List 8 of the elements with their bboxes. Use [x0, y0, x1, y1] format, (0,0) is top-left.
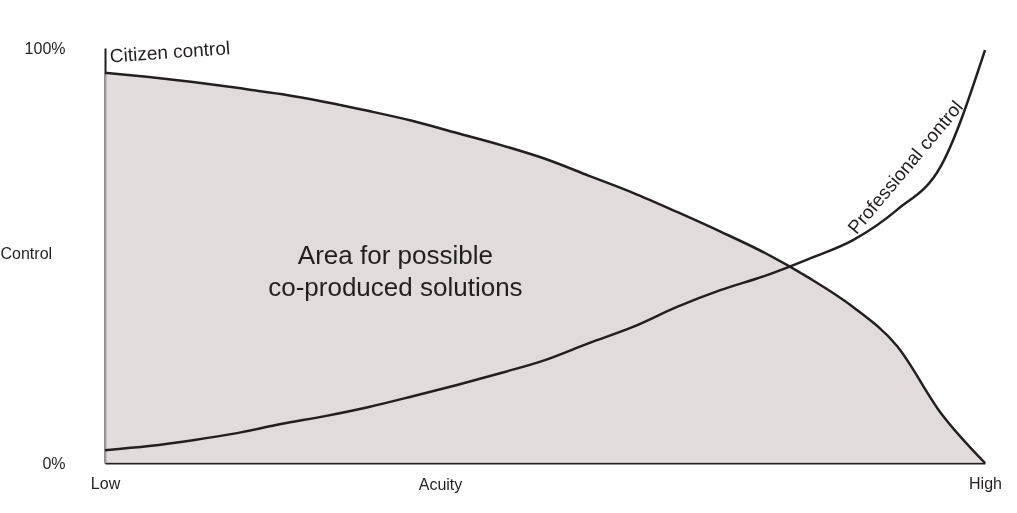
x-axis-title: Acuity: [418, 475, 463, 493]
y-tick-label: 0%: [42, 454, 66, 472]
x-tick-label: High: [969, 474, 1002, 492]
y-axis-title: Control: [0, 244, 53, 262]
y-tick-label: 100%: [24, 39, 66, 57]
annotation: Area for possible co-produced solutions: [268, 239, 523, 302]
series-label: Citizen control: [109, 37, 231, 67]
x-tick-label: Low: [90, 474, 121, 492]
